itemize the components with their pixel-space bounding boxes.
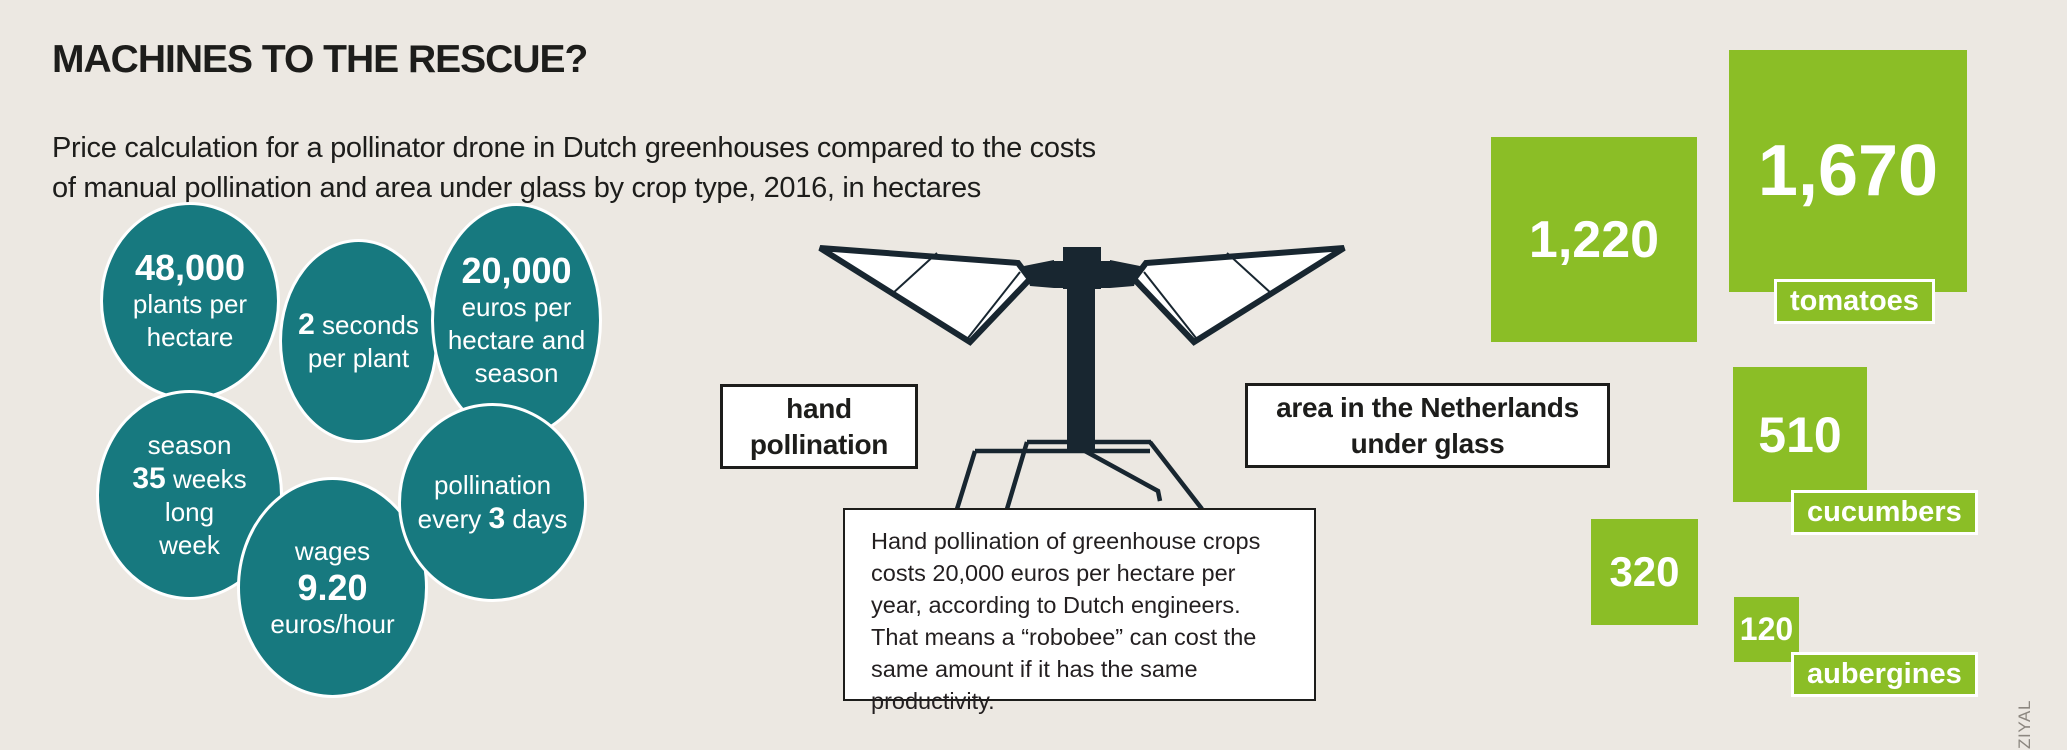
bubble-text-line: 2 seconds bbox=[298, 307, 419, 341]
bubble-text-line: 35 weeks bbox=[132, 461, 247, 495]
crop-value-cucumbers: 510 bbox=[1758, 406, 1842, 463]
credit-text: INSECT ATLAS 2020 / VAN DER PLUIJM, PETR… bbox=[2015, 700, 2034, 750]
crop-square-tomatoes: 1,670 bbox=[1729, 50, 1967, 292]
crop-value-strawberries: 320 bbox=[1609, 548, 1680, 595]
hand-pollination-label-line2: pollination bbox=[749, 428, 889, 460]
bubble-text-line: pollination bbox=[433, 470, 552, 500]
bubble-text-line: euros per bbox=[461, 292, 572, 322]
subtitle-line-1: Price calculation for a pollinator drone… bbox=[52, 132, 1096, 164]
drone-left-wing bbox=[818, 245, 1034, 346]
cost-bubble-seconds-per-plant: 2 seconds per plant bbox=[279, 239, 438, 443]
crop-value-paprika: 1,220 bbox=[1528, 210, 1660, 269]
area-under-glass-label-box: area in the Netherlands under glass bbox=[1245, 383, 1610, 468]
drone-legs bbox=[954, 439, 1204, 511]
bubble-text-line: every 3 days bbox=[417, 502, 568, 535]
bubble-text-line: week bbox=[159, 529, 220, 560]
subtitle-line-2: of manual pollination and area under gla… bbox=[52, 172, 981, 204]
cost-bubble-wages: wages 9.20 euros/hour bbox=[237, 477, 428, 698]
page-subtitle: Price calculation for a pollinator drone… bbox=[52, 128, 1096, 208]
crop-label-cucumbers: cucumbers bbox=[1791, 490, 1978, 535]
cost-bubble-cost-per-hectare: 20,000 euros per hectare and season bbox=[431, 203, 602, 438]
bubble-text-line: 9.20 bbox=[297, 566, 368, 608]
robobee-note-box: Hand pollination of greenhouse crops cos… bbox=[843, 508, 1316, 714]
bubble-text-line: hectare bbox=[146, 322, 234, 352]
bubble-text-line: 20,000 bbox=[461, 250, 572, 291]
hand-pollination-label-line1: hand bbox=[786, 392, 852, 424]
drone-right-wing bbox=[1130, 245, 1346, 346]
crop-label-aubergines: aubergines bbox=[1791, 652, 1978, 697]
credit-line: ccINSECT ATLAS 2020 / VAN DER PLUIJM, PE… bbox=[2015, 700, 2043, 750]
bubble-text-line: hectare and bbox=[447, 325, 586, 355]
bubble-text-line: season bbox=[147, 429, 232, 460]
bubble-text-line: season bbox=[474, 358, 559, 388]
bubble-text-line: wages bbox=[294, 535, 371, 566]
crop-square-strawberries: 320 bbox=[1591, 519, 1698, 625]
bubble-text-line: 48,000 bbox=[134, 247, 246, 288]
bubble-text-line: euros/hour bbox=[270, 608, 395, 639]
area-label-line1: area in the Netherlands bbox=[1276, 391, 1579, 423]
page-title: MACHINES TO THE RESCUE? bbox=[52, 38, 588, 81]
crop-label-tomatoes: tomatoes bbox=[1774, 279, 1935, 324]
crop-value-tomatoes: 1,670 bbox=[1757, 131, 1939, 211]
bubble-text-line: plants per bbox=[132, 289, 248, 319]
crop-square-cucumbers: 510 bbox=[1733, 367, 1867, 502]
crop-square-paprika: 1,220 bbox=[1491, 137, 1697, 342]
drone-body bbox=[1024, 247, 1140, 453]
hand-pollination-label-box: hand pollination bbox=[720, 384, 918, 469]
crop-value-aubergines: 120 bbox=[1739, 611, 1794, 647]
bubble-text-line: long bbox=[164, 496, 215, 527]
cost-bubble-plants-per-hectare: 48,000 plants per hectare bbox=[100, 202, 280, 400]
bubble-text-line: per plant bbox=[307, 342, 410, 373]
area-label-line2: under glass bbox=[1350, 427, 1505, 459]
crop-square-aubergines: 120 bbox=[1734, 597, 1799, 662]
pollinator-drone-illustration bbox=[818, 245, 1346, 511]
cost-bubble-pollination-frequency: pollination every 3 days bbox=[398, 403, 587, 602]
